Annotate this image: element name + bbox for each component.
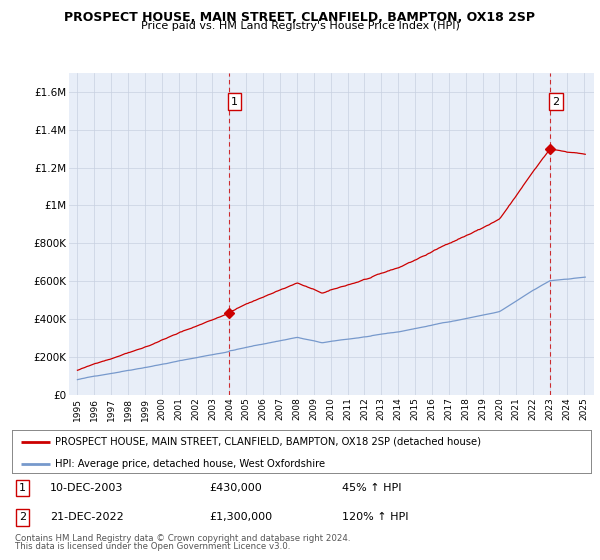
Text: PROSPECT HOUSE, MAIN STREET, CLANFIELD, BAMPTON, OX18 2SP: PROSPECT HOUSE, MAIN STREET, CLANFIELD, …	[65, 11, 536, 24]
Text: 1: 1	[231, 97, 238, 107]
Text: PROSPECT HOUSE, MAIN STREET, CLANFIELD, BAMPTON, OX18 2SP (detached house): PROSPECT HOUSE, MAIN STREET, CLANFIELD, …	[55, 437, 481, 447]
Text: £1,300,000: £1,300,000	[209, 512, 272, 522]
Text: 21-DEC-2022: 21-DEC-2022	[50, 512, 124, 522]
Text: 45% ↑ HPI: 45% ↑ HPI	[342, 483, 401, 493]
Text: 2: 2	[19, 512, 26, 522]
Text: Price paid vs. HM Land Registry's House Price Index (HPI): Price paid vs. HM Land Registry's House …	[140, 21, 460, 31]
Text: 10-DEC-2003: 10-DEC-2003	[50, 483, 123, 493]
Text: This data is licensed under the Open Government Licence v3.0.: This data is licensed under the Open Gov…	[15, 542, 290, 550]
Text: HPI: Average price, detached house, West Oxfordshire: HPI: Average price, detached house, West…	[55, 459, 326, 469]
Text: 1: 1	[19, 483, 26, 493]
Text: 120% ↑ HPI: 120% ↑ HPI	[342, 512, 409, 522]
Text: Contains HM Land Registry data © Crown copyright and database right 2024.: Contains HM Land Registry data © Crown c…	[15, 534, 350, 543]
Text: £430,000: £430,000	[209, 483, 262, 493]
Text: 2: 2	[552, 97, 559, 107]
